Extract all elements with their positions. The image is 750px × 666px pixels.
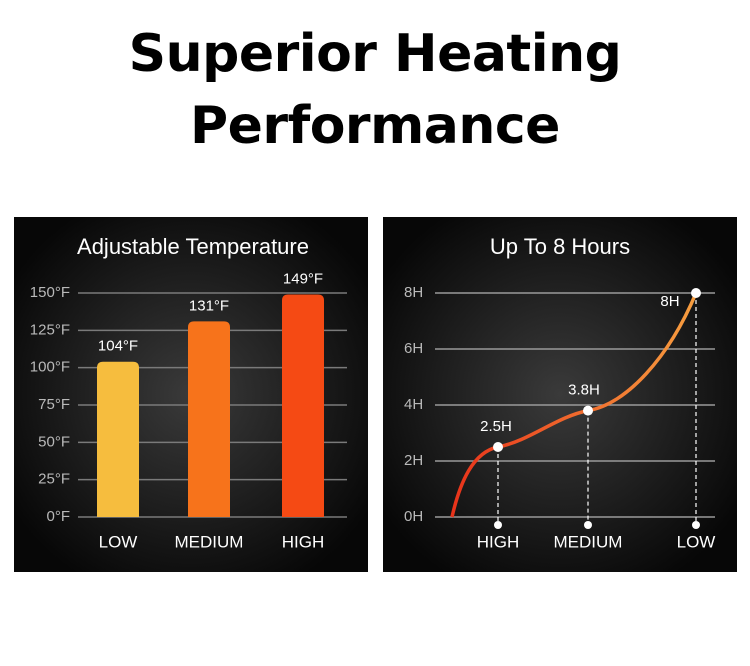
y-tick-label: 0°F (46, 508, 70, 525)
y-tick-label: 0H (404, 508, 423, 525)
x-tick-label: MEDIUM (175, 532, 244, 551)
y-tick-label: 4H (404, 396, 423, 413)
value-label: 8H (660, 293, 679, 310)
page-title: Superior Heating Performance (128, 24, 622, 156)
y-tick-label: 25°F (38, 471, 70, 488)
axis-dot (692, 521, 700, 529)
y-tick-label: 50°F (38, 433, 70, 450)
point (493, 442, 503, 452)
value-label: 2.5H (480, 418, 512, 435)
point (691, 288, 701, 298)
y-tick-label: 2H (404, 452, 423, 469)
x-tick-label: HIGH (282, 532, 325, 551)
y-tick-label: 125°F (30, 321, 70, 338)
point (583, 405, 593, 416)
axis-dot (494, 521, 502, 529)
bar (97, 361, 139, 517)
y-tick-label: 75°F (38, 396, 70, 413)
y-tick-label: 8H (404, 284, 423, 301)
y-tick-label: 100°F (30, 359, 70, 376)
x-tick-label: MEDIUM (554, 532, 623, 551)
curve-tail (450, 445, 499, 518)
y-tick-label: 150°F (30, 284, 70, 301)
y-tick-label: 6H (404, 340, 423, 357)
bar (282, 294, 324, 517)
x-tick-label: HIGH (477, 532, 520, 551)
panel (383, 217, 737, 572)
value-label: 131°F (189, 297, 229, 314)
bar (188, 321, 230, 517)
value-label: 104°F (98, 338, 138, 355)
chart-title: Adjustable Temperature (77, 234, 309, 259)
value-label: 149°F (283, 270, 323, 287)
x-tick-label: LOW (99, 532, 138, 551)
x-tick-label: LOW (677, 532, 716, 551)
axis-dot (584, 521, 592, 529)
chart-title: Up To 8 Hours (490, 234, 630, 259)
value-label: 3.8H (568, 382, 600, 399)
